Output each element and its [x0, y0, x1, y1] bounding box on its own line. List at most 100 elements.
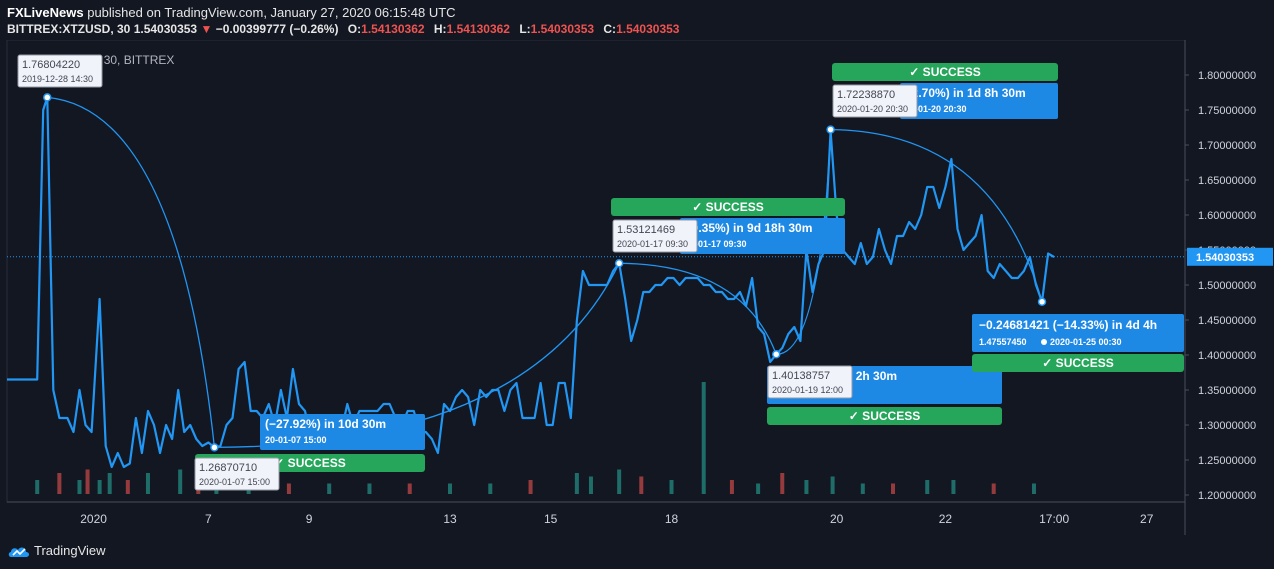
price-tag-date: 2020-01-17 09:30	[617, 239, 688, 249]
volume-bar	[669, 480, 674, 494]
price-tag-date: 2020-01-07 15:00	[199, 477, 270, 487]
result-date: 20-01-07 15:00	[265, 435, 327, 445]
high-label: H:	[433, 22, 447, 36]
price-tag	[767, 365, 853, 399]
result-text: 20.35%) in 9d 18h 30m	[685, 221, 812, 235]
success-badge	[832, 63, 1058, 81]
result-text: 22.70%) in 1d 8h 30m	[905, 86, 1026, 100]
volume-bar	[617, 469, 622, 494]
x-tick-label: 9	[306, 512, 313, 526]
y-tick-label: 1.30000000	[1198, 420, 1256, 432]
pivot-point[interactable]	[43, 93, 52, 102]
result-text: (−27.92%) in 10d 30m	[265, 417, 386, 431]
volume-bar	[639, 476, 644, 494]
success-label: ✓ SUCCESS	[1042, 356, 1113, 370]
clock-icon	[1041, 339, 1047, 345]
high-value: 1.54130362	[446, 22, 510, 36]
y-tick-label: 1.25000000	[1198, 455, 1256, 467]
volume-bar	[991, 483, 996, 494]
price-tag-value: 1.40138757	[772, 370, 830, 382]
price-tag	[832, 84, 918, 118]
publish-line: FXLiveNews published on TradingView.com,…	[7, 5, 456, 20]
volume-bar	[804, 480, 809, 494]
x-tick-label: 18	[665, 512, 679, 526]
pivot-point[interactable]	[1037, 297, 1047, 307]
volume-bar	[488, 483, 493, 494]
price-tag	[194, 457, 280, 491]
volume-bar	[367, 483, 372, 494]
volume-bar	[701, 382, 706, 494]
price-tag	[17, 54, 103, 88]
x-tick-label: 27	[1140, 512, 1154, 526]
volume-bar	[528, 480, 533, 494]
pivot-point[interactable]	[210, 443, 219, 452]
success-badge	[767, 407, 1002, 425]
y-tick-label: 1.65000000	[1198, 175, 1256, 187]
volume-bar	[574, 473, 579, 494]
volume-bar	[891, 483, 896, 494]
success-label: ✓ SUCCESS	[909, 65, 980, 79]
volume-bar	[1031, 483, 1036, 494]
price-tag-value: 1.53121469	[617, 224, 675, 236]
publisher-name[interactable]: FXLiveNews	[7, 5, 84, 20]
published-text: published on TradingView.com, January 27…	[87, 5, 456, 20]
price-tag-date: 2019-12-28 14:30	[22, 74, 93, 84]
success-badge	[611, 198, 845, 216]
x-tick-label: 15	[544, 512, 558, 526]
volume-bar	[951, 480, 956, 494]
tradingview-logo[interactable]: TradingView	[8, 543, 106, 558]
pivot-point[interactable]	[826, 125, 835, 134]
volume-bar	[57, 473, 62, 494]
volume-bar	[780, 473, 785, 494]
result-date: 20-01-17 09:30	[685, 239, 747, 249]
price-tag-date: 2020-01-20 20:30	[837, 104, 908, 114]
open-label: O:	[347, 22, 362, 36]
close-value: 1.54030353	[616, 22, 680, 36]
ohlc-line: BITTREX:XTZUSD, 30 1.54030353 ▼ −0.00399…	[7, 22, 679, 36]
result-date: 2020-01-25 00:30	[1050, 337, 1122, 347]
result-box	[680, 218, 845, 254]
y-tick-label: 1.75000000	[1198, 105, 1256, 117]
volume-bar	[145, 473, 150, 494]
success-label: ✓ SUCCESS	[274, 456, 345, 470]
result-text: −0.24681421 (−14.33%) in 4d 4h	[979, 318, 1157, 332]
success-label: ✓ SUCCESS	[692, 200, 763, 214]
volume-bar	[448, 483, 453, 494]
result-date: 1.47557450	[979, 337, 1027, 347]
tradingview-cloud-icon	[8, 547, 29, 557]
y-tick-label: 1.80000000	[1198, 70, 1256, 82]
price-tag-value: 1.76804220	[22, 59, 80, 71]
success-badge	[972, 354, 1184, 372]
down-arrow-icon: ▼	[200, 22, 213, 36]
x-tick-label: 2020	[80, 512, 107, 526]
current-price-badge	[1187, 247, 1273, 266]
y-tick-label: 1.50000000	[1198, 280, 1256, 292]
price-line[interactable]	[7, 96, 1055, 469]
y-tick-label: 1.40000000	[1198, 350, 1256, 362]
success-label: ✓ SUCCESS	[849, 409, 920, 423]
volume-bar	[588, 476, 593, 494]
price-chart[interactable]: Tezos / Dollar, 30, BITTREX1.200000001.2…	[0, 40, 1274, 535]
last-price: 1.54030353	[133, 22, 198, 36]
brand-name: TradingView	[34, 543, 106, 558]
volume-bar	[85, 469, 90, 494]
footer-bar: TradingView	[0, 535, 1274, 569]
y-tick-label: 1.20000000	[1198, 490, 1256, 502]
volume-bar	[830, 476, 835, 494]
x-tick-label: 22	[939, 512, 953, 526]
volume-bar	[729, 480, 734, 494]
volume-bar	[925, 480, 930, 494]
price-tag-value: 1.26870710	[199, 462, 257, 474]
symbol-label[interactable]: BITTREX:XTZUSD, 30	[7, 22, 131, 36]
result-box	[900, 83, 1058, 119]
volume-bar	[35, 480, 40, 494]
price-tag-value: 1.72238870	[837, 89, 895, 101]
low-label: L:	[519, 22, 531, 36]
pivot-point[interactable]	[614, 259, 624, 268]
open-value: 1.54130362	[361, 22, 425, 36]
y-tick-label: 1.70000000	[1198, 140, 1256, 152]
volume-bar	[756, 483, 761, 494]
pivot-point[interactable]	[771, 350, 781, 359]
projection-arc	[47, 96, 216, 448]
volume-bar	[107, 473, 112, 494]
